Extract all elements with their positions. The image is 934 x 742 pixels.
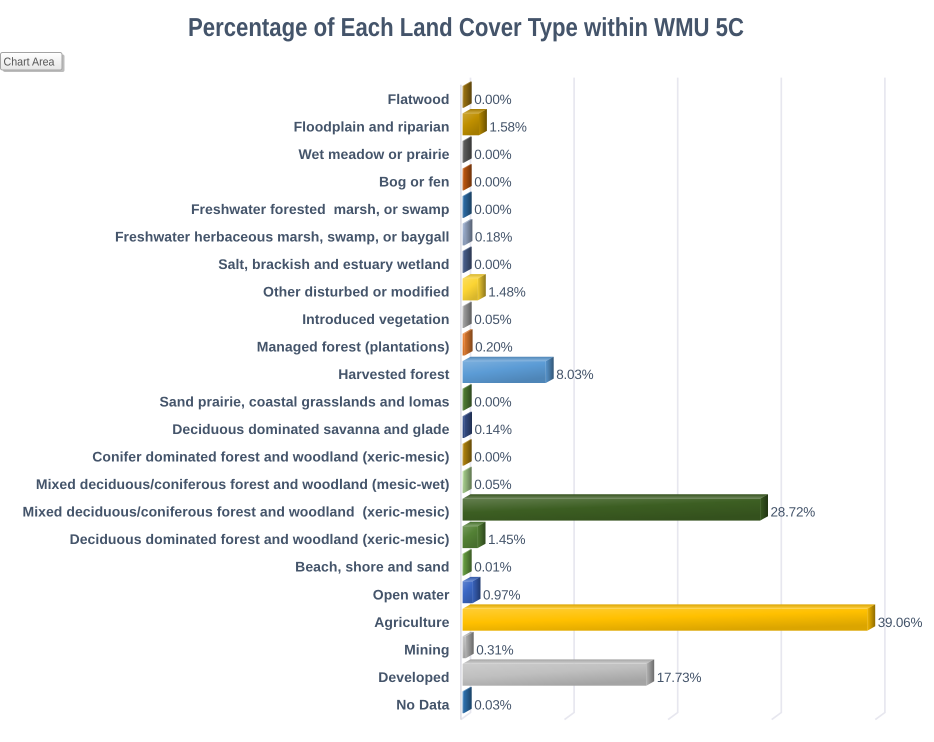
svg-text:0.05%: 0.05% — [474, 312, 511, 327]
svg-text:Developed: Developed — [378, 669, 449, 685]
svg-text:0.20%: 0.20% — [475, 340, 512, 355]
svg-text:28.72%: 28.72% — [771, 505, 816, 520]
svg-text:0.18%: 0.18% — [475, 230, 512, 245]
svg-text:Salt, brackish and estuary wet: Salt, brackish and estuary wetland — [218, 256, 449, 272]
svg-text:Introduced vegetation: Introduced vegetation — [302, 311, 449, 327]
svg-text:Agriculture: Agriculture — [374, 614, 449, 630]
svg-text:Sand prairie, coastal grasslan: Sand prairie, coastal grasslands and lom… — [160, 394, 450, 410]
svg-text:No Data: No Data — [396, 696, 449, 712]
svg-text:0.05%: 0.05% — [474, 477, 511, 492]
svg-text:Conifer dominated forest and w: Conifer dominated forest and woodland (x… — [92, 449, 449, 465]
svg-text:0.00%: 0.00% — [474, 92, 511, 107]
svg-text:0.97%: 0.97% — [483, 587, 520, 602]
svg-text:1.45%: 1.45% — [488, 532, 525, 547]
svg-text:Managed forest (plantations): Managed forest (plantations) — [257, 339, 450, 355]
svg-text:0.00%: 0.00% — [474, 395, 511, 410]
svg-text:Other disturbed or modified: Other disturbed or modified — [263, 284, 449, 300]
svg-text:Open water: Open water — [373, 586, 450, 602]
svg-text:Mixed deciduous/coniferous for: Mixed deciduous/coniferous forest and wo… — [36, 476, 450, 492]
svg-text:1.48%: 1.48% — [488, 285, 525, 300]
svg-text:0.00%: 0.00% — [474, 175, 511, 190]
svg-text:Deciduous dominated savanna an: Deciduous dominated savanna and glade — [172, 421, 449, 437]
svg-text:Mining: Mining — [404, 641, 449, 657]
svg-text:0.14%: 0.14% — [475, 422, 512, 437]
svg-text:Bog or fen: Bog or fen — [379, 174, 450, 190]
svg-text:Freshwater herbaceous marsh, s: Freshwater herbaceous marsh, swamp, or b… — [115, 229, 450, 245]
svg-text:0.00%: 0.00% — [474, 147, 511, 162]
svg-text:8.03%: 8.03% — [556, 367, 593, 382]
svg-text:Beach, shore and sand: Beach, shore and sand — [295, 559, 449, 575]
svg-text:0.01%: 0.01% — [474, 560, 511, 575]
svg-text:0.31%: 0.31% — [476, 642, 513, 657]
svg-text:0.00%: 0.00% — [474, 202, 511, 217]
svg-text:Flatwood: Flatwood — [388, 91, 450, 107]
svg-text:Chart Area: Chart Area — [4, 57, 56, 69]
svg-text:Deciduous dominated forest and: Deciduous dominated forest and woodland … — [70, 531, 450, 547]
svg-text:Floodplain and riparian: Floodplain and riparian — [294, 118, 450, 134]
svg-text:Percentage of Each Land Cover: Percentage of Each Land Cover Type withi… — [188, 12, 744, 42]
svg-text:Wet meadow or prairie: Wet meadow or prairie — [299, 146, 450, 162]
svg-text:17.73%: 17.73% — [657, 670, 702, 685]
svg-text:39.06%: 39.06% — [878, 615, 923, 630]
svg-text:0.00%: 0.00% — [474, 450, 511, 465]
svg-text:Freshwater forested marsh, or: Freshwater forested marsh, or swamp — [191, 201, 450, 217]
svg-text:0.03%: 0.03% — [474, 697, 511, 712]
svg-text:0.00%: 0.00% — [474, 257, 511, 272]
svg-text:1.58%: 1.58% — [489, 119, 526, 134]
svg-text:Mixed deciduous/coniferous for: Mixed deciduous/coniferous forest and wo… — [22, 504, 449, 520]
svg-text:Harvested forest: Harvested forest — [338, 366, 450, 382]
